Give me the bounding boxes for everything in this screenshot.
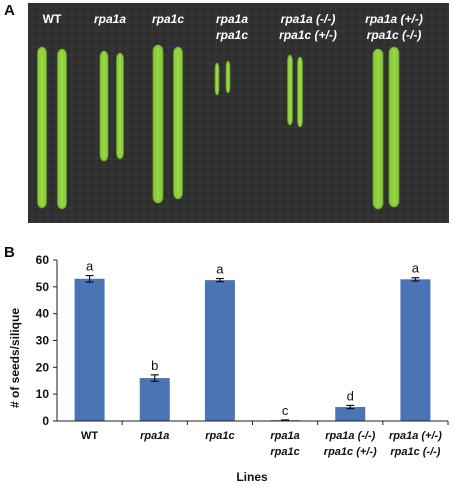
photo-group-label: rpa1a (+/-)	[365, 12, 423, 26]
panel-b-label: B	[4, 244, 15, 261]
photo-group-label: rpa1a	[94, 12, 126, 26]
significance-label: a	[412, 261, 420, 276]
y-tick-label: 10	[36, 387, 50, 401]
x-tick-label: rpa1c	[270, 446, 299, 458]
x-tick-label: rpa1a (-/-)	[325, 430, 375, 442]
x-tick-label: rpa1a	[270, 430, 299, 442]
y-tick-label: 0	[42, 414, 49, 428]
y-axis-title: # of seeds/silique	[8, 308, 22, 408]
x-axis-title: Lines	[236, 470, 268, 484]
seeds-per-silique-chart: 0 10 20 30 40 50 60 a b a c d a WT rpa1a rpa1c rpa1a rp…	[8, 253, 449, 484]
significance-label: c	[282, 403, 289, 418]
panel-a-label: A	[4, 2, 15, 19]
x-tick-label: rpa1c (-/-)	[390, 446, 440, 458]
photo-group-label: WT	[43, 12, 62, 26]
significance-label: a	[216, 262, 224, 277]
y-tick-label: 30	[36, 334, 50, 348]
photo-group-label: rpa1c	[152, 12, 184, 26]
bar	[400, 279, 431, 421]
y-tick-label: 20	[36, 360, 50, 374]
photo-group-label: rpa1c (+/-)	[279, 28, 337, 42]
significance-label: a	[86, 259, 94, 274]
bar	[335, 407, 366, 421]
bar	[74, 278, 105, 421]
significance-label: b	[151, 358, 158, 373]
x-tick-label: rpa1a (+/-)	[389, 430, 442, 442]
x-tick-label: rpa1a	[140, 430, 169, 442]
significance-label: d	[347, 388, 354, 403]
bar	[139, 378, 170, 421]
photo-group-label: rpa1a (-/-)	[281, 12, 336, 26]
silique-photo: WT rpa1a rpa1c rpa1a rpa1c rpa1a (-/-) rpa1c (…	[28, 3, 449, 223]
x-tick-label: WT	[81, 430, 98, 442]
photo-group-label: rpa1c (-/-)	[367, 28, 422, 42]
y-tick-label: 50	[36, 280, 50, 294]
x-tick-label: rpa1c (+/-)	[324, 446, 377, 458]
bar	[204, 280, 235, 421]
photo-group-label: rpa1a	[216, 12, 248, 26]
y-tick-label: 60	[36, 253, 50, 267]
x-tick-label: rpa1c	[205, 430, 234, 442]
photo-group-label: rpa1c	[216, 28, 248, 42]
y-tick-label: 40	[36, 307, 50, 321]
